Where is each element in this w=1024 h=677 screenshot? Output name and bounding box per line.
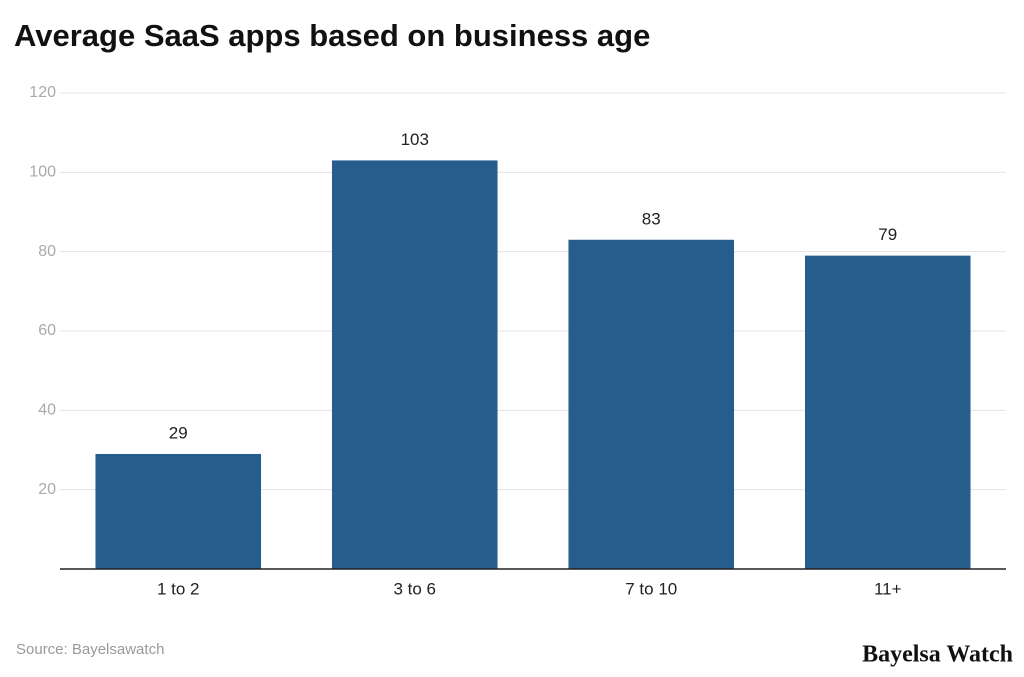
bar xyxy=(331,160,498,569)
y-tick-label: 20 xyxy=(38,481,56,498)
value-label: 79 xyxy=(878,225,897,244)
x-tick-label: 1 to 2 xyxy=(157,579,200,598)
bar xyxy=(568,239,735,569)
x-tick-label: 11+ xyxy=(874,579,902,598)
brand: Bayelsa Watch xyxy=(862,642,1013,668)
value-label: 103 xyxy=(401,130,429,149)
source: Source: Bayelsawatch xyxy=(16,641,164,658)
y-tick-label: 80 xyxy=(38,243,56,260)
x-tick-label: 7 to 10 xyxy=(625,579,677,598)
y-tick-label: 60 xyxy=(38,322,56,339)
y-tick-label: 100 xyxy=(29,164,56,181)
chart-title: Average SaaS apps based on business age xyxy=(14,18,650,53)
value-label: 83 xyxy=(642,209,661,228)
value-label: 29 xyxy=(169,423,188,442)
y-tick-label: 40 xyxy=(38,402,56,419)
bar xyxy=(804,255,971,569)
x-tick-label: 3 to 6 xyxy=(393,579,436,598)
bar xyxy=(95,453,262,569)
y-tick-label: 120 xyxy=(29,84,56,101)
